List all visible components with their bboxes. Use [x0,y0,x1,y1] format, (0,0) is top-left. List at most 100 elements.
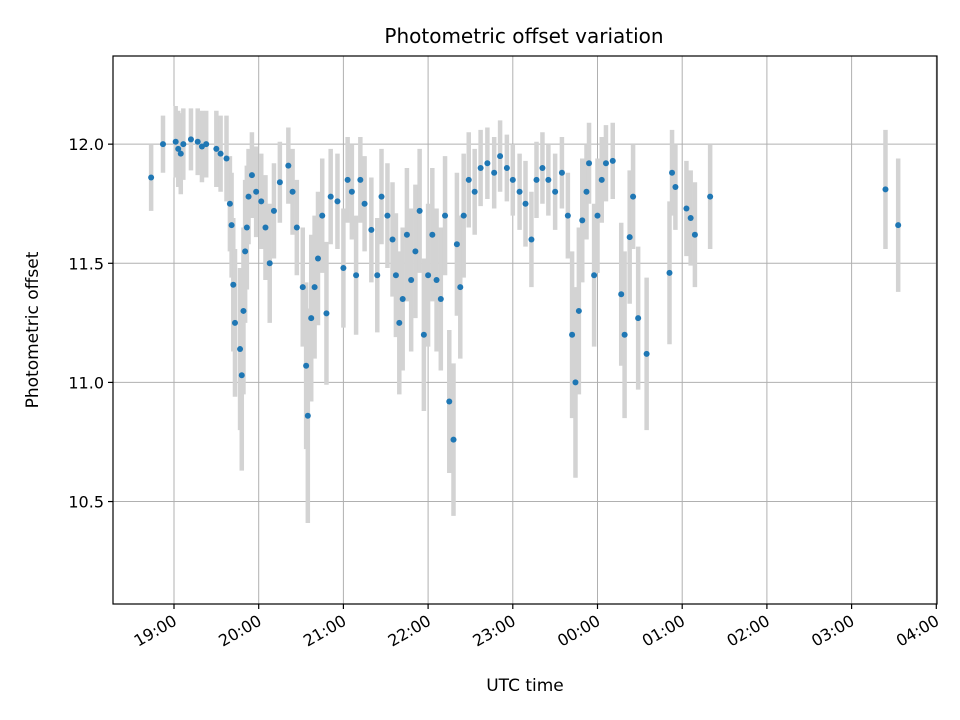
data-point [509,176,516,183]
data-point [643,350,650,357]
data-point [895,222,902,229]
data-point [471,188,478,195]
data-point [545,176,552,183]
data-point [591,272,598,279]
data-point [433,276,440,283]
data-point [882,186,889,193]
data-point [276,179,283,186]
x-tick-label: 02:00 [723,611,772,651]
data-point [450,436,457,443]
data-point [319,212,326,219]
data-point [453,241,460,248]
data-point [598,176,605,183]
data-point [572,379,579,386]
data-point [457,284,464,291]
grid-layer [113,56,937,604]
data-point [253,188,260,195]
data-point [378,193,385,200]
data-point [558,169,565,176]
data-point [666,269,673,276]
y-tick-label: 10.5 [68,493,104,512]
data-point [194,138,201,145]
data-point [308,315,315,322]
errorbar-layer [148,106,901,523]
data-point [231,319,238,326]
data-point [175,145,182,152]
data-point [575,307,582,314]
data-point [403,231,410,238]
x-tick-label: 04:00 [893,611,942,651]
data-point [334,198,341,205]
data-point [602,160,609,167]
data-point [687,215,694,222]
data-point [177,150,184,157]
data-points-layer [148,136,902,443]
data-point [238,372,245,379]
data-point [311,284,318,291]
data-point [213,145,220,152]
data-point [442,212,449,219]
y-tick-label: 12.0 [68,135,104,154]
data-point [285,162,292,169]
data-point [353,272,360,279]
data-point [266,260,273,267]
data-point [552,188,559,195]
x-tick-label: 22:00 [385,611,434,651]
data-point [368,226,375,233]
data-point [258,198,265,205]
data-point [669,169,676,176]
data-point [528,236,535,243]
data-point [357,176,364,183]
data-point [340,265,347,272]
data-point [416,207,423,214]
data-point [579,217,586,224]
data-point [230,281,237,288]
data-point [429,231,436,238]
data-point [226,200,233,207]
data-point [399,296,406,303]
data-point [344,176,351,183]
data-point [327,193,334,200]
data-point [243,224,250,231]
data-point [314,255,321,262]
data-point [262,224,269,231]
data-point [237,346,244,353]
data-point [630,193,637,200]
data-point [522,200,529,207]
data-point [425,272,432,279]
data-point [361,200,368,207]
data-point [618,291,625,298]
x-axis-label: UTC time [486,676,564,696]
x-tick-label: 19:00 [131,611,180,651]
chart-title: Photometric offset variation [384,24,663,48]
data-point [242,248,249,255]
data-point [412,248,419,255]
data-point [304,412,311,419]
data-point [217,150,224,157]
x-tick-label: 01:00 [639,611,688,651]
data-point [187,136,194,143]
data-point [707,193,714,200]
data-point [621,331,628,338]
data-point [460,212,467,219]
data-point [389,236,396,243]
data-point [240,307,247,314]
data-point [159,141,166,148]
y-tick-label: 11.0 [68,373,104,392]
data-point [384,212,391,219]
data-point [477,164,484,171]
data-point [569,331,576,338]
data-point [564,212,571,219]
data-point [408,276,415,283]
data-point [683,205,690,212]
data-point [293,224,300,231]
data-point [539,164,546,171]
data-point [594,212,601,219]
data-point [533,176,540,183]
data-point [245,193,252,200]
data-point [672,184,679,191]
data-point [465,176,472,183]
data-point [437,296,444,303]
y-axis-label: Photometric offset [23,251,43,408]
